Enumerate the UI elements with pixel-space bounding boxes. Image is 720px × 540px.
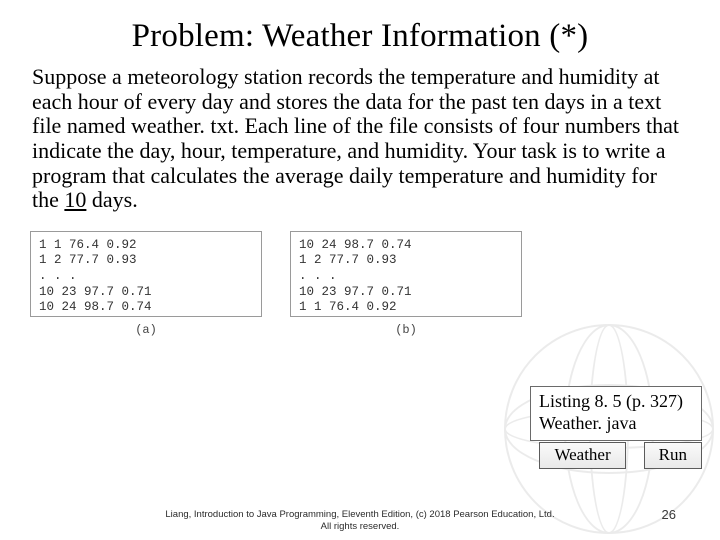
- weather-button[interactable]: Weather: [539, 442, 625, 469]
- body-tail: days.: [86, 187, 137, 212]
- listing-box: Listing 8. 5 (p. 327) Weather. java: [530, 386, 702, 441]
- figures-row: 1 1 76.4 0.92 1 2 77.7 0.93 . . . 10 23 …: [28, 231, 692, 337]
- run-button[interactable]: Run: [644, 442, 702, 469]
- figure-b-caption: (b): [290, 323, 522, 337]
- figure-a: 1 1 76.4 0.92 1 2 77.7 0.93 . . . 10 23 …: [30, 231, 262, 337]
- body-paragraph: Suppose a meteorology station records th…: [28, 65, 692, 213]
- slide-title: Problem: Weather Information (*): [28, 18, 692, 55]
- listing-line2: Weather. java: [539, 413, 693, 435]
- footer-line1: Liang, Introduction to Java Programming,…: [0, 509, 720, 520]
- listing-line1: Listing 8. 5 (p. 327): [539, 391, 693, 413]
- figure-b: 10 24 98.7 0.74 1 2 77.7 0.93 . . . 10 2…: [290, 231, 522, 337]
- body-underlined: 10: [64, 187, 86, 212]
- figure-a-content: 1 1 76.4 0.92 1 2 77.7 0.93 . . . 10 23 …: [30, 231, 262, 317]
- footer-line2: All rights reserved.: [0, 521, 720, 532]
- slide: Problem: Weather Information (*) Suppose…: [0, 0, 720, 540]
- footer: Liang, Introduction to Java Programming,…: [0, 509, 720, 532]
- button-row: Weather Run: [539, 442, 702, 469]
- figure-a-caption: (a): [30, 323, 262, 337]
- figure-b-content: 10 24 98.7 0.74 1 2 77.7 0.93 . . . 10 2…: [290, 231, 522, 317]
- page-number: 26: [662, 507, 676, 522]
